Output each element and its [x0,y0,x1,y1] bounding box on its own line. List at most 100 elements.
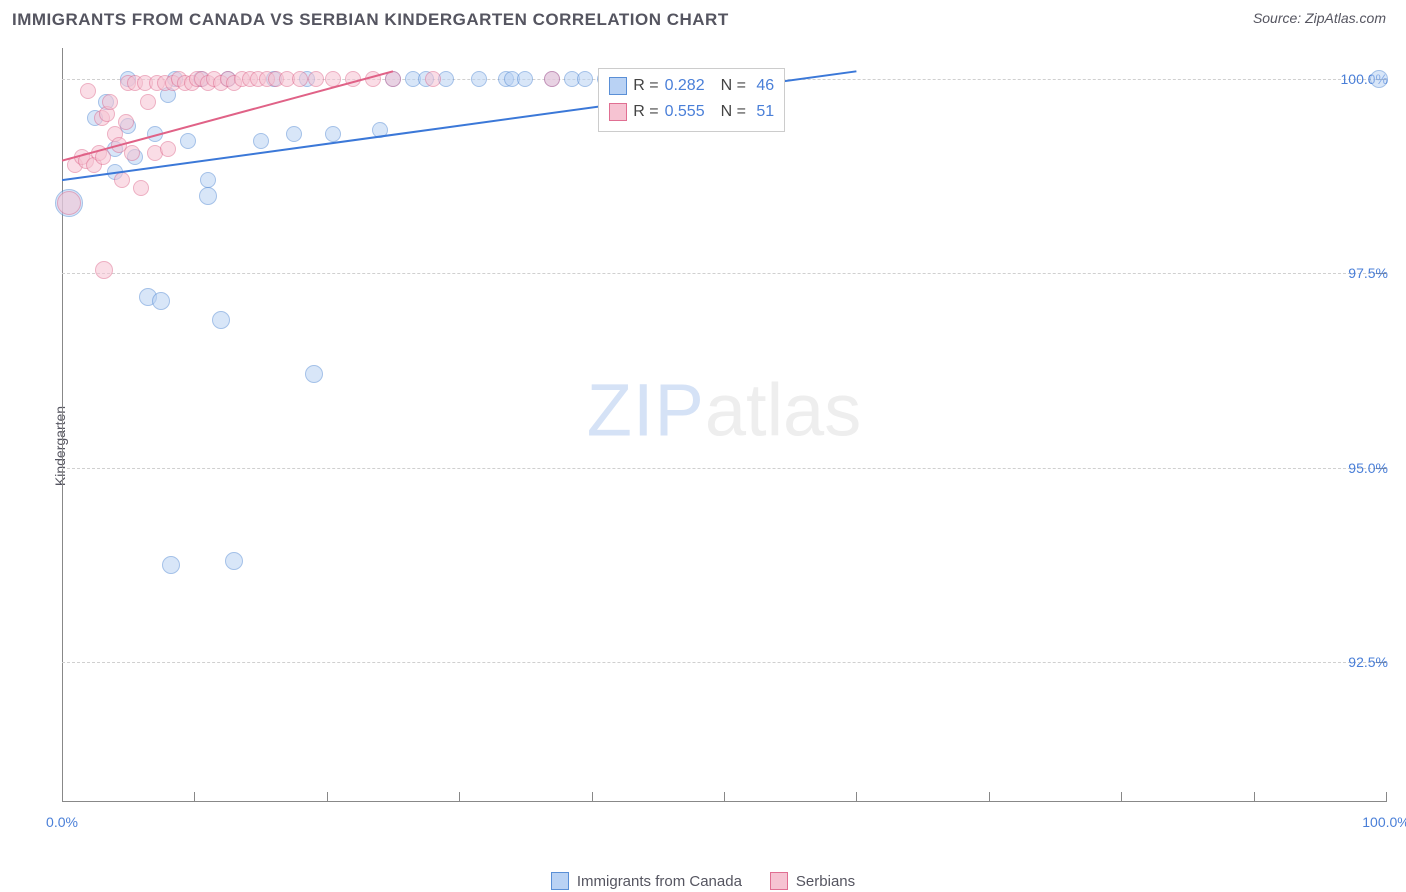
scatter-point [199,187,217,205]
scatter-point [372,122,388,138]
legend-n-value: 51 [752,99,774,125]
scatter-point [149,75,165,91]
scatter-point [137,75,153,91]
scatter-point [107,164,123,180]
scatter-point [124,145,140,161]
legend-swatch [609,77,627,95]
scatter-point [133,180,149,196]
scatter-point [160,87,176,103]
x-tick-mark [989,792,990,802]
trend-overlay [62,48,1386,802]
scatter-point [102,94,118,110]
scatter-point [94,110,110,126]
legend-swatch [609,103,627,121]
grid-line [62,273,1386,274]
scatter-point [213,75,229,91]
scatter-point [57,191,81,215]
legend-label: Serbians [796,873,855,890]
scatter-point [165,75,181,91]
x-tick-mark [1121,792,1122,802]
legend-bottom: Immigrants from Canada Serbians [0,872,1406,890]
x-tick-mark [592,792,593,802]
legend-item: Immigrants from Canada [551,872,742,890]
grid-line [62,468,1386,469]
scatter-point [111,137,127,153]
scatter-point [67,157,83,173]
scatter-point [107,126,123,142]
scatter-point [152,292,170,310]
scatter-point [118,114,134,130]
scatter-point [226,75,242,91]
legend-swatch [770,872,788,890]
scatter-point [212,311,230,329]
legend-stats-row: R =0.555N = 51 [609,99,774,125]
legend-label: Immigrants from Canada [577,873,742,890]
chart-plot-area: ZIPatlas 92.5%95.0%97.5%100.0%0.0%100.0%… [62,48,1386,802]
scatter-point [114,172,130,188]
x-tick-mark [1386,792,1387,802]
scatter-point [225,552,243,570]
legend-n-value: 46 [752,73,774,99]
x-tick-mark [459,792,460,802]
trend-line [62,71,393,160]
legend-item: Serbians [770,872,855,890]
legend-r-value: 0.282 [665,73,705,99]
scatter-point [86,157,102,173]
scatter-point [120,118,136,134]
x-tick-mark [62,792,63,802]
scatter-point [286,126,302,142]
legend-n-label: N = [721,73,746,99]
scatter-point [91,145,107,161]
scatter-point [107,141,123,157]
scatter-point [147,145,163,161]
grid-line [62,662,1386,663]
scatter-point [127,149,143,165]
scatter-point [99,106,115,122]
scatter-point [127,75,143,91]
scatter-point [177,75,193,91]
chart-source: Source: ZipAtlas.com [1253,10,1386,26]
x-tick-mark [1254,792,1255,802]
scatter-point [200,75,216,91]
scatter-point [162,556,180,574]
x-tick-label: 100.0% [1362,814,1406,830]
scatter-point [200,172,216,188]
scatter-point [139,288,157,306]
x-tick-mark [856,792,857,802]
chart-title: IMMIGRANTS FROM CANADA VS SERBIAN KINDER… [12,10,729,30]
scatter-point [147,126,163,142]
scatter-point [98,94,114,110]
watermark-zip: ZIP [587,368,705,451]
scatter-point [184,75,200,91]
x-tick-mark [724,792,725,802]
x-tick-mark [194,792,195,802]
watermark: ZIPatlas [587,367,861,452]
scatter-point [74,149,90,165]
scatter-point [87,110,103,126]
x-tick-label: 0.0% [46,814,78,830]
scatter-point [95,261,113,279]
scatter-point [120,75,136,91]
scatter-point [305,365,323,383]
legend-stats-row: R = 0.282 N = 46 [609,73,774,99]
y-tick-mark [1376,273,1386,274]
scatter-point [325,126,341,142]
legend-n-label: N = [721,99,746,125]
y-tick-mark [1376,468,1386,469]
y-tick-mark [1376,662,1386,663]
legend-r-label: R = [633,99,658,125]
scatter-point [253,133,269,149]
legend-swatch [551,872,569,890]
watermark-atlas: atlas [705,368,861,451]
legend-r-label: R = [633,73,658,99]
y-axis-line [62,48,63,802]
scatter-point [80,83,96,99]
scatter-point [95,149,111,165]
scatter-point [160,141,176,157]
chart-header: IMMIGRANTS FROM CANADA VS SERBIAN KINDER… [12,10,1386,30]
y-tick-mark [1376,79,1386,80]
scatter-point [78,153,94,169]
legend-stats-box: R = 0.282 N = 46R =0.555N = 51 [598,68,785,132]
scatter-point [140,94,156,110]
x-tick-mark [327,792,328,802]
